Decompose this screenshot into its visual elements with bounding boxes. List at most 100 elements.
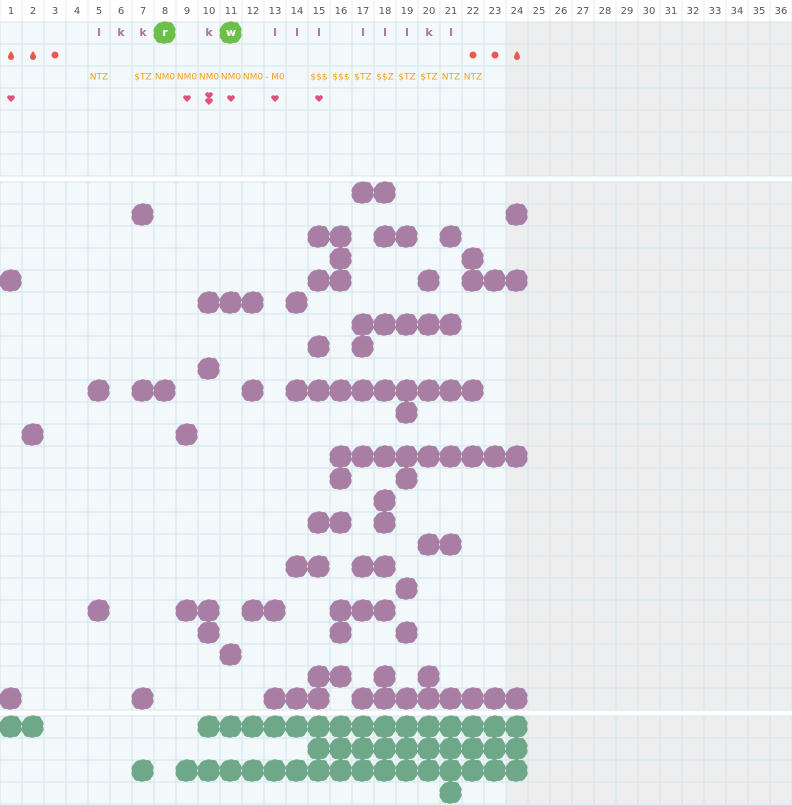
tile bbox=[285, 687, 308, 710]
cell-text: $TZ bbox=[354, 73, 371, 83]
tile bbox=[285, 291, 308, 314]
cell-text: l bbox=[97, 26, 101, 39]
tile bbox=[373, 737, 396, 760]
cell-text: l bbox=[383, 26, 387, 39]
tile bbox=[307, 511, 330, 534]
cell-text: NTZ bbox=[442, 73, 460, 83]
highlight-blob bbox=[219, 21, 242, 44]
tile bbox=[197, 715, 220, 738]
column-number: 26 bbox=[555, 6, 568, 17]
tile bbox=[153, 379, 176, 402]
tile bbox=[87, 379, 110, 402]
cell-text: $$Z bbox=[376, 73, 394, 83]
cell-text: $$$ bbox=[332, 73, 349, 83]
tile bbox=[417, 313, 440, 336]
tile bbox=[417, 715, 440, 738]
tile bbox=[307, 225, 330, 248]
tile bbox=[483, 759, 506, 782]
tile bbox=[395, 401, 418, 424]
tile bbox=[175, 423, 198, 446]
tile bbox=[351, 599, 374, 622]
column-number: 34 bbox=[731, 6, 744, 17]
tile bbox=[417, 737, 440, 760]
tile bbox=[373, 599, 396, 622]
tile bbox=[373, 313, 396, 336]
tile bbox=[21, 715, 44, 738]
tile bbox=[373, 665, 396, 688]
tile bbox=[241, 759, 264, 782]
tile bbox=[373, 555, 396, 578]
dot-icon bbox=[51, 51, 59, 59]
tile bbox=[505, 759, 528, 782]
tile bbox=[329, 715, 352, 738]
heart-icon bbox=[7, 95, 15, 102]
column-number: 9 bbox=[184, 6, 190, 17]
tile bbox=[461, 687, 484, 710]
tile bbox=[329, 225, 352, 248]
tile bbox=[395, 737, 418, 760]
cell-text: NTZ bbox=[90, 73, 108, 83]
cell-text: NM0 bbox=[243, 73, 263, 83]
cell-text: l bbox=[317, 26, 321, 39]
tile bbox=[0, 715, 22, 738]
column-number: 5 bbox=[96, 6, 102, 17]
tile bbox=[285, 715, 308, 738]
tile bbox=[329, 247, 352, 270]
tile bbox=[373, 181, 396, 204]
tile bbox=[395, 225, 418, 248]
tile bbox=[483, 687, 506, 710]
tile bbox=[175, 599, 198, 622]
column-number: 12 bbox=[247, 6, 260, 17]
column-number: 14 bbox=[291, 6, 304, 17]
tile bbox=[329, 269, 352, 292]
tile bbox=[329, 599, 352, 622]
tile bbox=[417, 269, 440, 292]
column-number: 2 bbox=[30, 6, 36, 17]
tile bbox=[307, 687, 330, 710]
tile bbox=[241, 379, 264, 402]
tile bbox=[329, 737, 352, 760]
tile bbox=[329, 379, 352, 402]
tile bbox=[197, 357, 220, 380]
tile bbox=[329, 467, 352, 490]
tile bbox=[197, 599, 220, 622]
tile bbox=[461, 269, 484, 292]
tile bbox=[329, 665, 352, 688]
tile bbox=[373, 759, 396, 782]
tile bbox=[373, 715, 396, 738]
tile bbox=[395, 715, 418, 738]
tile bbox=[395, 759, 418, 782]
tile bbox=[241, 715, 264, 738]
tile bbox=[197, 621, 220, 644]
tile bbox=[197, 291, 220, 314]
tile bbox=[0, 269, 22, 292]
tile bbox=[395, 577, 418, 600]
tile bbox=[329, 445, 352, 468]
tile bbox=[351, 555, 374, 578]
cell-text: NM0 bbox=[177, 73, 197, 83]
tile bbox=[241, 599, 264, 622]
tile bbox=[439, 533, 462, 556]
tile bbox=[417, 665, 440, 688]
tile bbox=[329, 621, 352, 644]
tile bbox=[483, 715, 506, 738]
tile bbox=[439, 759, 462, 782]
tile bbox=[307, 379, 330, 402]
column-number: 24 bbox=[511, 6, 524, 17]
tile bbox=[505, 203, 528, 226]
cell-text: l bbox=[361, 26, 365, 39]
tile bbox=[175, 759, 198, 782]
tile bbox=[417, 379, 440, 402]
cell-text: l bbox=[273, 26, 277, 39]
column-number: 30 bbox=[643, 6, 656, 17]
tile bbox=[285, 379, 308, 402]
tile bbox=[329, 759, 352, 782]
cell-text: r bbox=[162, 26, 168, 39]
cell-text: NM0 bbox=[155, 73, 175, 83]
column-number: 32 bbox=[687, 6, 700, 17]
tile bbox=[439, 445, 462, 468]
column-number: 10 bbox=[203, 6, 216, 17]
tile bbox=[483, 445, 506, 468]
tile bbox=[373, 511, 396, 534]
